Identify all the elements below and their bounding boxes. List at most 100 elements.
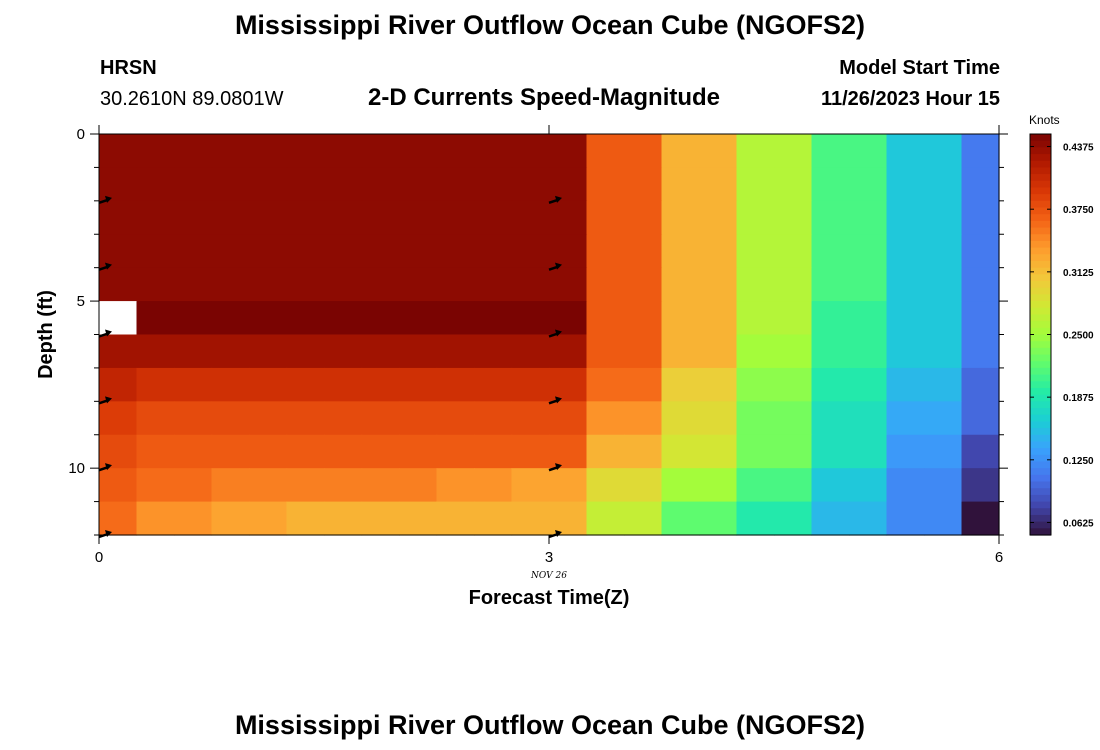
heatmap-cell [661,234,700,269]
heatmap-cell [849,234,888,269]
colorbar-tick-label: 0.1875 [1063,393,1094,404]
heatmap-cell [474,434,513,469]
current-vector-arrowhead [105,530,112,537]
heatmap-cell [136,401,175,436]
heatmap-cell [736,200,775,235]
heatmap-cell [549,401,588,436]
heatmap-cell [286,468,325,503]
heatmap-cell [849,334,888,369]
heatmap-cell [361,434,400,469]
heatmap-cell [511,134,550,169]
current-vector-arrowhead [555,329,562,337]
colorbar-segment [1030,321,1051,329]
heatmap-cell [361,301,400,336]
heatmap-cell [249,401,288,436]
heatmap-cell [286,501,325,536]
colorbar-segment [1030,448,1051,456]
colorbar-segment [1030,381,1051,389]
heatmap-cell [174,501,213,536]
colorbar-segment [1030,307,1051,316]
heatmap-cell [736,468,775,503]
heatmap-cell [961,434,1000,469]
heatmap-cell [136,367,175,402]
colorbar-segment [1030,521,1051,529]
heatmap-cell [699,267,738,302]
heatmap-cell [924,468,963,503]
heatmap-cell [586,267,625,302]
heatmap-cell [736,167,775,202]
heatmap-cell [211,134,250,169]
heatmap-cell [399,134,438,169]
heatmap-cell [136,501,175,536]
heatmap-cell [249,468,288,503]
heatmap-cell [511,234,550,269]
heatmap-cell [361,501,400,536]
heatmap-cell [849,367,888,402]
heatmap-cell [961,501,1000,536]
heatmap-cell [324,234,363,269]
heatmap-cell [624,301,663,336]
heatmap-cell [474,501,513,536]
colorbar-segment [1030,254,1051,262]
heatmap-cell [699,301,738,336]
heatmap-cell [811,501,850,536]
heatmap-cell [511,200,550,235]
heatmap-cell [399,301,438,336]
heatmap-cell [399,401,438,436]
heatmap-cell [661,267,700,302]
colorbar-segment [1030,501,1051,509]
heatmap-cell [249,367,288,402]
colorbar-segment [1030,147,1051,155]
colorbar-segment [1030,240,1051,249]
heatmap-cell [474,200,513,235]
heatmap-cell [474,367,513,402]
heatmap-cell [136,200,175,235]
heatmap-cell [661,468,700,503]
heatmap-cell [174,367,213,402]
heatmap-cell [774,167,813,202]
heatmap-cell [436,401,475,436]
colorbar-segment [1030,220,1051,229]
heatmap-cell [174,234,213,269]
current-vector-arrowhead [105,262,112,270]
colorbar-segment [1030,481,1051,489]
colorbar-segment [1030,354,1051,362]
heatmap-cell [399,200,438,235]
heatmap-cell [699,501,738,536]
current-vector-arrowhead [555,530,562,537]
heatmap-cell [474,401,513,436]
heatmap-cell [586,468,625,503]
heatmap-cell [174,401,213,436]
y-tick-label: 5 [77,293,85,310]
heatmap-cell [136,267,175,302]
heatmap-cell [474,468,513,503]
current-vector-arrowhead [105,195,112,203]
heatmap-cell [811,434,850,469]
colorbar-segment [1030,514,1051,523]
heatmap-cell [586,200,625,235]
heatmap-cell [249,200,288,235]
heatmap-cell [174,167,213,202]
colorbar-segment [1030,454,1051,463]
heatmap-cell [924,301,963,336]
heatmap-cell [586,301,625,336]
heatmap-cell [886,468,925,503]
heatmap-cell [586,334,625,369]
colorbar-segment [1030,394,1051,402]
x-tick-label: 3 [545,549,553,566]
heatmap-cell [586,367,625,402]
heatmap-cell [961,367,1000,402]
heatmap-cell [511,501,550,536]
heatmap-cell [99,367,138,402]
heatmap-cell [774,301,813,336]
heatmap-cell [624,234,663,269]
heatmap-cell [886,434,925,469]
colorbar-segment [1030,134,1051,142]
heatmap-cell [324,367,363,402]
heatmap-cell [586,401,625,436]
heatmap-cell [699,334,738,369]
heatmap-cell [586,501,625,536]
heatmap-cell [736,334,775,369]
heatmap-cell [924,134,963,169]
heatmap-cell [136,234,175,269]
